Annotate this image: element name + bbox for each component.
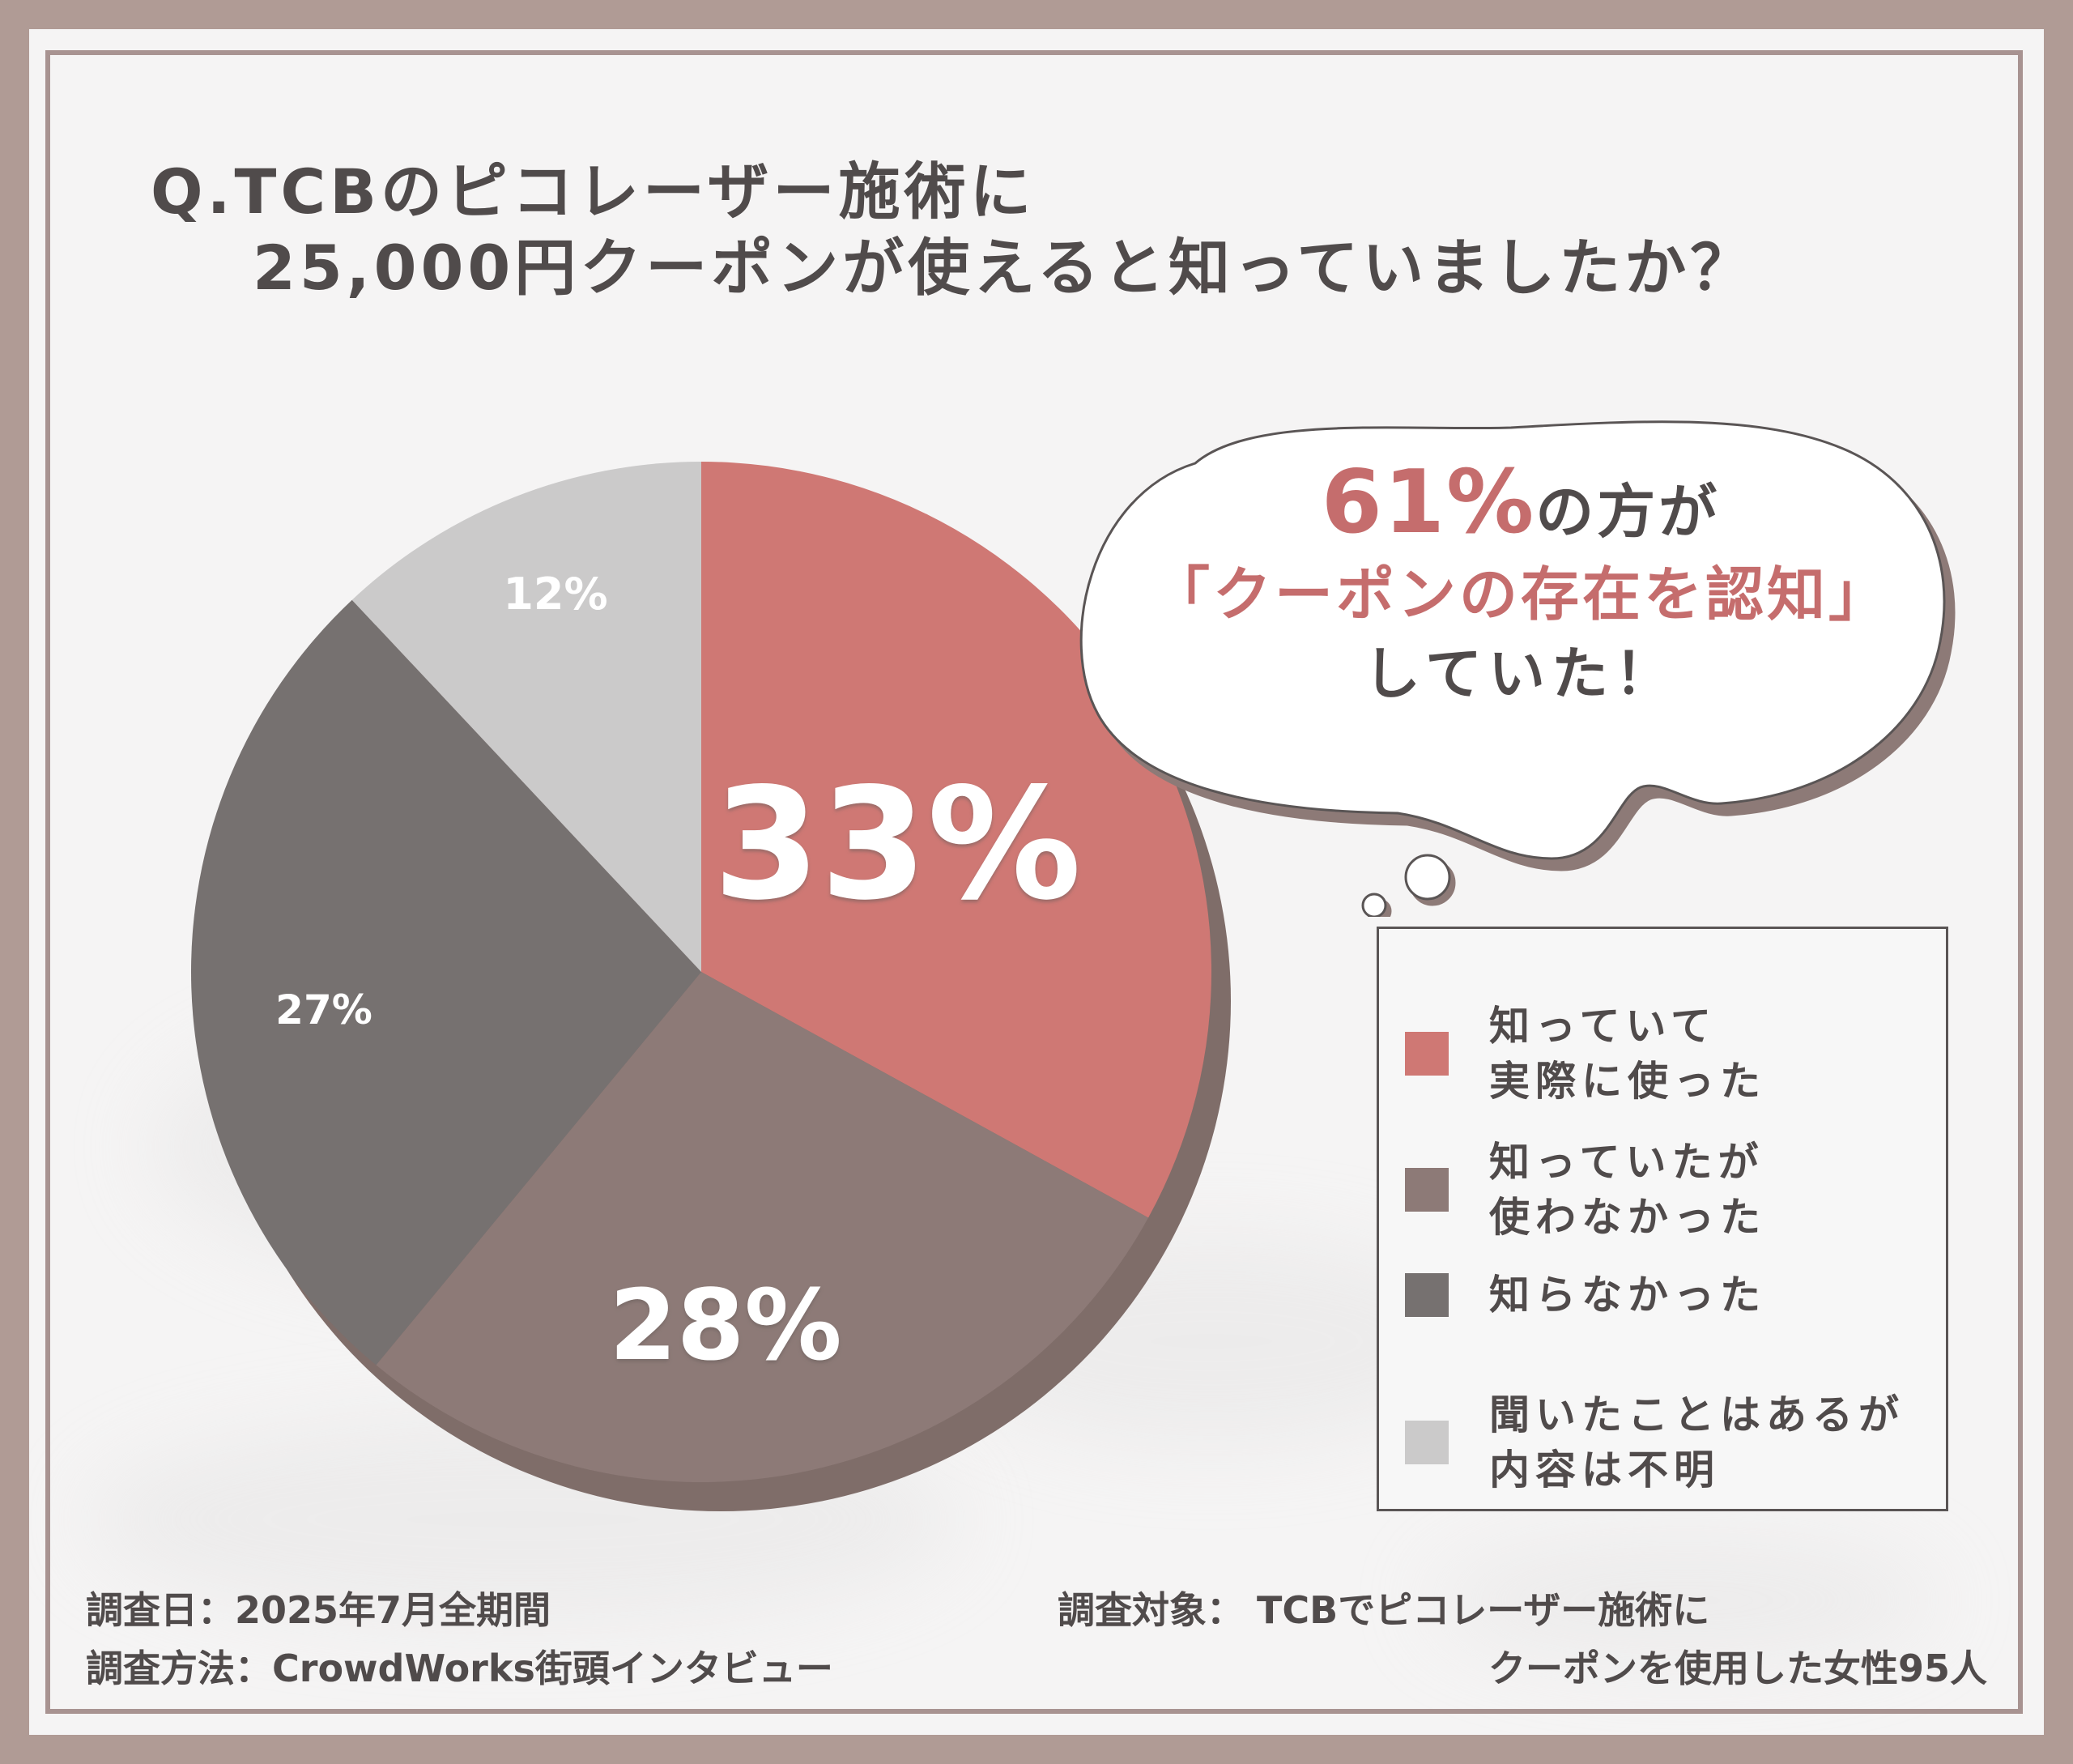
survey-method-label: 調査方法： — [86, 1647, 272, 1690]
legend-label-line-2: 実際に使った — [1489, 1058, 1766, 1105]
legend-swatch — [1405, 1421, 1449, 1464]
pie-label-4: 12% — [503, 569, 607, 620]
callout-percent: 61% — [1321, 452, 1536, 553]
pie-slice-2 — [376, 972, 1149, 1482]
pie-label-3: 27% — [275, 986, 372, 1033]
survey-target-line-2: クーポンを使用した女性95人 — [1488, 1647, 1988, 1690]
legend-item: 知っていて 実際に使った — [1405, 999, 1766, 1109]
pie-label-1: 33% — [713, 755, 1082, 934]
legend-item: 聞いたことはあるが 内容は不明 — [1405, 1387, 1905, 1498]
legend-label-line-1: 聞いたことはあるが — [1489, 1391, 1905, 1438]
legend-label: 知っていたが 使わなかった — [1489, 1135, 1766, 1245]
legend-item: 知っていたが 使わなかった — [1405, 1135, 1766, 1245]
survey-date-label: 調査日： — [86, 1588, 235, 1632]
pie-slice-4 — [351, 462, 701, 972]
legend-swatch — [1405, 1032, 1449, 1076]
page-title: Q.TCBのピコレーザー施術に 25,000円クーポンが使えると知っていましたか… — [151, 156, 1756, 304]
callout-line-3: していた！ — [1364, 640, 1678, 707]
callout-line-1: 61%の方が — [1092, 450, 1950, 556]
callout-line-1-tail: の方が — [1535, 478, 1721, 546]
callout-text: 61%の方が 「クーポンの存在を認知」 していた！ — [1092, 450, 1950, 714]
survey-target-line-1: TCBでピコレーザー施術に — [1257, 1588, 1710, 1632]
legend-label: 知っていて 実際に使った — [1489, 999, 1766, 1109]
survey-method-value: CrowdWorks街頭インタビュー — [272, 1647, 833, 1690]
pie-slice-3 — [190, 599, 701, 1366]
chart-legend: 知っていて 実際に使った 知っていたが 使わなかった 知らなかった — [1377, 927, 1948, 1511]
title-line-2: 25,000円クーポンが使えると知っていましたか？ — [253, 231, 1756, 304]
survey-date-row: 調査日：2025年7月全期間 — [86, 1581, 833, 1639]
legend-label: 知らなかった — [1489, 1268, 1766, 1323]
survey-info-left: 調査日：2025年7月全期間 調査方法：CrowdWorks街頭インタビュー — [86, 1581, 833, 1698]
callout-line-2: 「クーポンの存在を認知」 — [1151, 560, 1890, 628]
content-frame: Q.TCBのピコレーザー施術に 25,000円クーポンが使えると知っていましたか… — [29, 29, 2044, 1735]
legend-label: 聞いたことはあるが 内容は不明 — [1489, 1387, 1905, 1498]
legend-label-line-2: 使わなかった — [1489, 1194, 1766, 1241]
thought-bubble — [1079, 420, 1946, 917]
legend-label-line-1: 知っていて — [1489, 1003, 1717, 1050]
title-line-1: Q.TCBのピコレーザー施術に — [151, 156, 1036, 228]
legend-swatch — [1405, 1168, 1449, 1212]
legend-label-line-1: 知っていたが — [1489, 1139, 1764, 1186]
survey-target-value: TCBでピコレーザー施術に クーポンを使用した女性95人 — [1257, 1581, 1987, 1698]
background-shadow — [1430, 1536, 1940, 1665]
legend-label-line-1: 知らなかった — [1489, 1272, 1766, 1319]
survey-target-label: 調査対象： — [1058, 1588, 1244, 1632]
legend-label-line-2: 内容は不明 — [1489, 1447, 1720, 1493]
legend-item: 知らなかった — [1405, 1268, 1766, 1323]
legend-swatch — [1405, 1273, 1449, 1317]
survey-method-row: 調査方法：CrowdWorks街頭インタビュー — [86, 1639, 833, 1698]
survey-info-right: 調査対象： TCBでピコレーザー施術に クーポンを使用した女性95人 — [1058, 1581, 1987, 1698]
pie-label-2: 28% — [609, 1270, 841, 1383]
survey-date-value: 2025年7月全期間 — [235, 1588, 551, 1632]
